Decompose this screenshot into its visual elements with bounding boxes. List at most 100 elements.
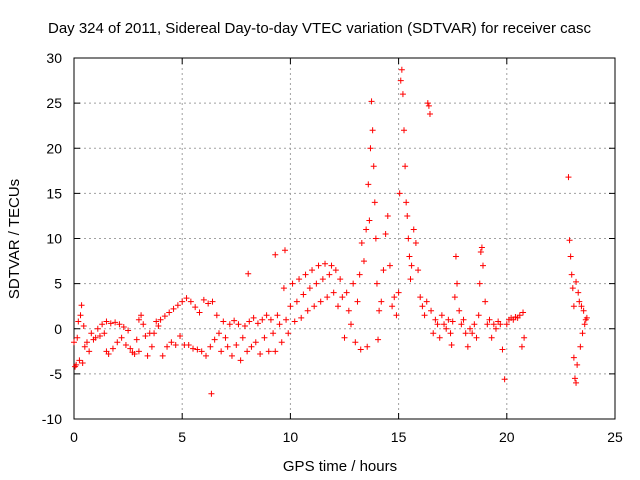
data-point (402, 163, 409, 170)
data-point (76, 357, 83, 364)
data-point (218, 348, 225, 355)
data-point (573, 278, 580, 285)
data-point (382, 230, 389, 237)
data-point (211, 336, 218, 343)
data-point (222, 334, 229, 341)
data-point (492, 325, 499, 332)
data-point (228, 352, 235, 359)
data-point (267, 316, 274, 323)
data-point (107, 320, 114, 327)
data-point (293, 298, 300, 305)
data-point (80, 323, 87, 330)
data-point (185, 341, 192, 348)
data-point (449, 318, 456, 325)
data-point (341, 334, 348, 341)
data-point (276, 321, 283, 328)
data-point (75, 318, 82, 325)
data-point (92, 334, 99, 341)
data-point (462, 330, 469, 337)
data-point (71, 339, 77, 346)
data-point (376, 307, 383, 314)
data-point (164, 343, 171, 350)
data-point (151, 330, 158, 337)
data-point (364, 343, 371, 350)
data-point (406, 253, 413, 260)
data-point (380, 267, 387, 274)
data-point (220, 318, 227, 325)
data-point (161, 313, 168, 320)
data-point (438, 312, 445, 319)
data-point (235, 321, 242, 328)
grid-lines (74, 58, 615, 419)
data-point (138, 312, 145, 319)
data-point (339, 294, 346, 301)
data-point (254, 320, 261, 327)
data-point (96, 332, 103, 339)
data-point (412, 240, 419, 247)
data-point (499, 346, 506, 353)
data-point (278, 339, 285, 346)
data-point (436, 334, 443, 341)
data-point (575, 289, 582, 296)
data-point (570, 354, 577, 361)
data-point (317, 298, 324, 305)
data-point (168, 339, 175, 346)
data-point (135, 348, 142, 355)
data-point (404, 212, 411, 219)
data-point (475, 312, 482, 319)
data-point (159, 352, 166, 359)
y-tick-label: -10 (42, 411, 62, 427)
data-point (430, 330, 437, 337)
y-tick-label: 10 (46, 231, 62, 247)
data-point (245, 270, 252, 277)
data-point (274, 312, 281, 319)
data-point (103, 318, 110, 325)
data-point (94, 325, 101, 332)
data-point (360, 258, 367, 265)
axis-tick-labels: 0 5 10 15 20 25 -10 -5 0 5 10 15 20 25 30 (42, 50, 623, 445)
data-point (265, 348, 272, 355)
y-tick-label: 5 (54, 276, 62, 292)
data-point (478, 244, 485, 251)
data-point (443, 325, 450, 332)
data-point (155, 323, 162, 330)
data-point (571, 375, 578, 382)
data-point (300, 291, 307, 298)
data-point (458, 321, 465, 328)
data-point (397, 77, 404, 84)
data-point (452, 253, 459, 260)
data-point (112, 319, 119, 326)
data-point (579, 330, 586, 337)
data-point (148, 343, 155, 350)
data-point (490, 321, 497, 328)
data-point (252, 339, 259, 346)
data-point (200, 296, 207, 303)
data-point (347, 321, 354, 328)
data-point (306, 285, 313, 292)
data-point (456, 307, 463, 314)
data-point (372, 235, 379, 242)
x-tick-label: 10 (283, 429, 299, 445)
data-point (567, 253, 574, 260)
data-point (291, 318, 298, 325)
data-point (224, 343, 231, 350)
data-point (488, 334, 495, 341)
y-tick-label: 15 (46, 185, 62, 201)
data-point (445, 316, 452, 323)
x-tick-label: 0 (70, 429, 78, 445)
data-point (447, 330, 454, 337)
data-point (410, 226, 417, 233)
data-point (369, 127, 376, 134)
data-point (289, 280, 296, 287)
y-axis-label: SDTVAR / TECUs (6, 179, 23, 299)
data-point (122, 341, 129, 348)
data-point (330, 289, 337, 296)
data-point (116, 321, 123, 328)
data-point (231, 317, 238, 324)
data-point (467, 325, 474, 332)
data-point (367, 145, 374, 152)
data-point (373, 280, 380, 287)
data-point (482, 298, 489, 305)
data-point (375, 336, 382, 343)
